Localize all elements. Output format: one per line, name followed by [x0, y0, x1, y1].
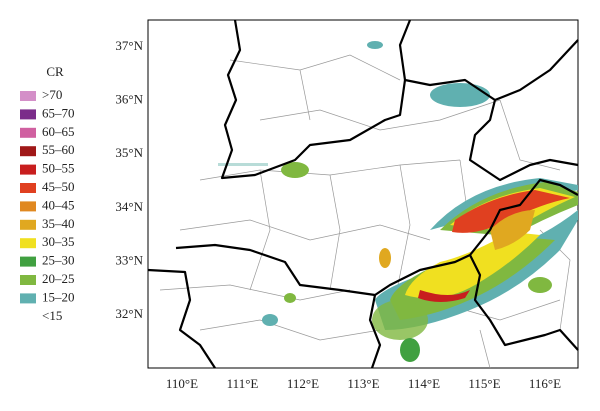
longitude-label: 115°E [468, 376, 500, 391]
longitude-label: 113°E [347, 376, 379, 391]
legend-label: 30–35 [42, 234, 75, 249]
longitude-label: 110°E [166, 376, 198, 391]
longitude-label: 116°E [529, 376, 561, 391]
map-panel [147, 19, 579, 369]
longitude-label: 111°E [227, 376, 259, 391]
legend-label: 65–70 [42, 105, 75, 120]
latitude-label: 37°N [115, 38, 143, 53]
legend-swatch [20, 256, 36, 267]
legend-swatch [20, 127, 36, 138]
legend-label: 40–45 [42, 197, 75, 212]
legend-swatch [20, 238, 36, 249]
legend-label: <15 [42, 308, 62, 323]
coordinate-labels: 37°N 36°N 35°N 34°N 33°N 32°N 110°E 111°E 112°E 1… [115, 38, 561, 391]
legend-label: 20–25 [42, 271, 75, 286]
province-borders [147, 19, 579, 369]
legend-title: CR [46, 64, 64, 79]
legend-label: 25–30 [42, 253, 75, 268]
legend-label: 45–50 [42, 179, 75, 194]
longitude-label: 114°E [408, 376, 440, 391]
legend-swatch [20, 275, 36, 285]
latitude-label: 35°N [115, 145, 143, 160]
longitude-label: 112°E [287, 376, 319, 391]
county-borders [159, 54, 571, 369]
legend-label: >70 [42, 87, 62, 102]
legend-swatch [20, 164, 36, 175]
legend-label: 60–65 [42, 124, 75, 139]
legend-swatch [20, 183, 36, 193]
latitude-label: 33°N [115, 252, 143, 267]
radar-echoes [218, 41, 578, 362]
legend-swatch [20, 109, 36, 120]
legend: CR >70 65–70 60–65 55–60 50–55 45–50 40–45 35–4… [20, 64, 75, 323]
latitude-label: 32°N [115, 306, 143, 321]
legend-label: 15–20 [42, 289, 75, 304]
legend-label: 55–60 [42, 142, 75, 157]
legend-label: 35–40 [42, 216, 75, 231]
legend-swatch [20, 293, 36, 304]
legend-swatch [20, 91, 36, 101]
legend-swatch [20, 201, 36, 212]
legend-swatch [20, 219, 36, 230]
legend-label: 50–55 [42, 161, 75, 176]
latitude-label: 34°N [115, 199, 143, 214]
legend-swatch [20, 146, 36, 157]
latitude-label: 36°N [115, 92, 143, 107]
